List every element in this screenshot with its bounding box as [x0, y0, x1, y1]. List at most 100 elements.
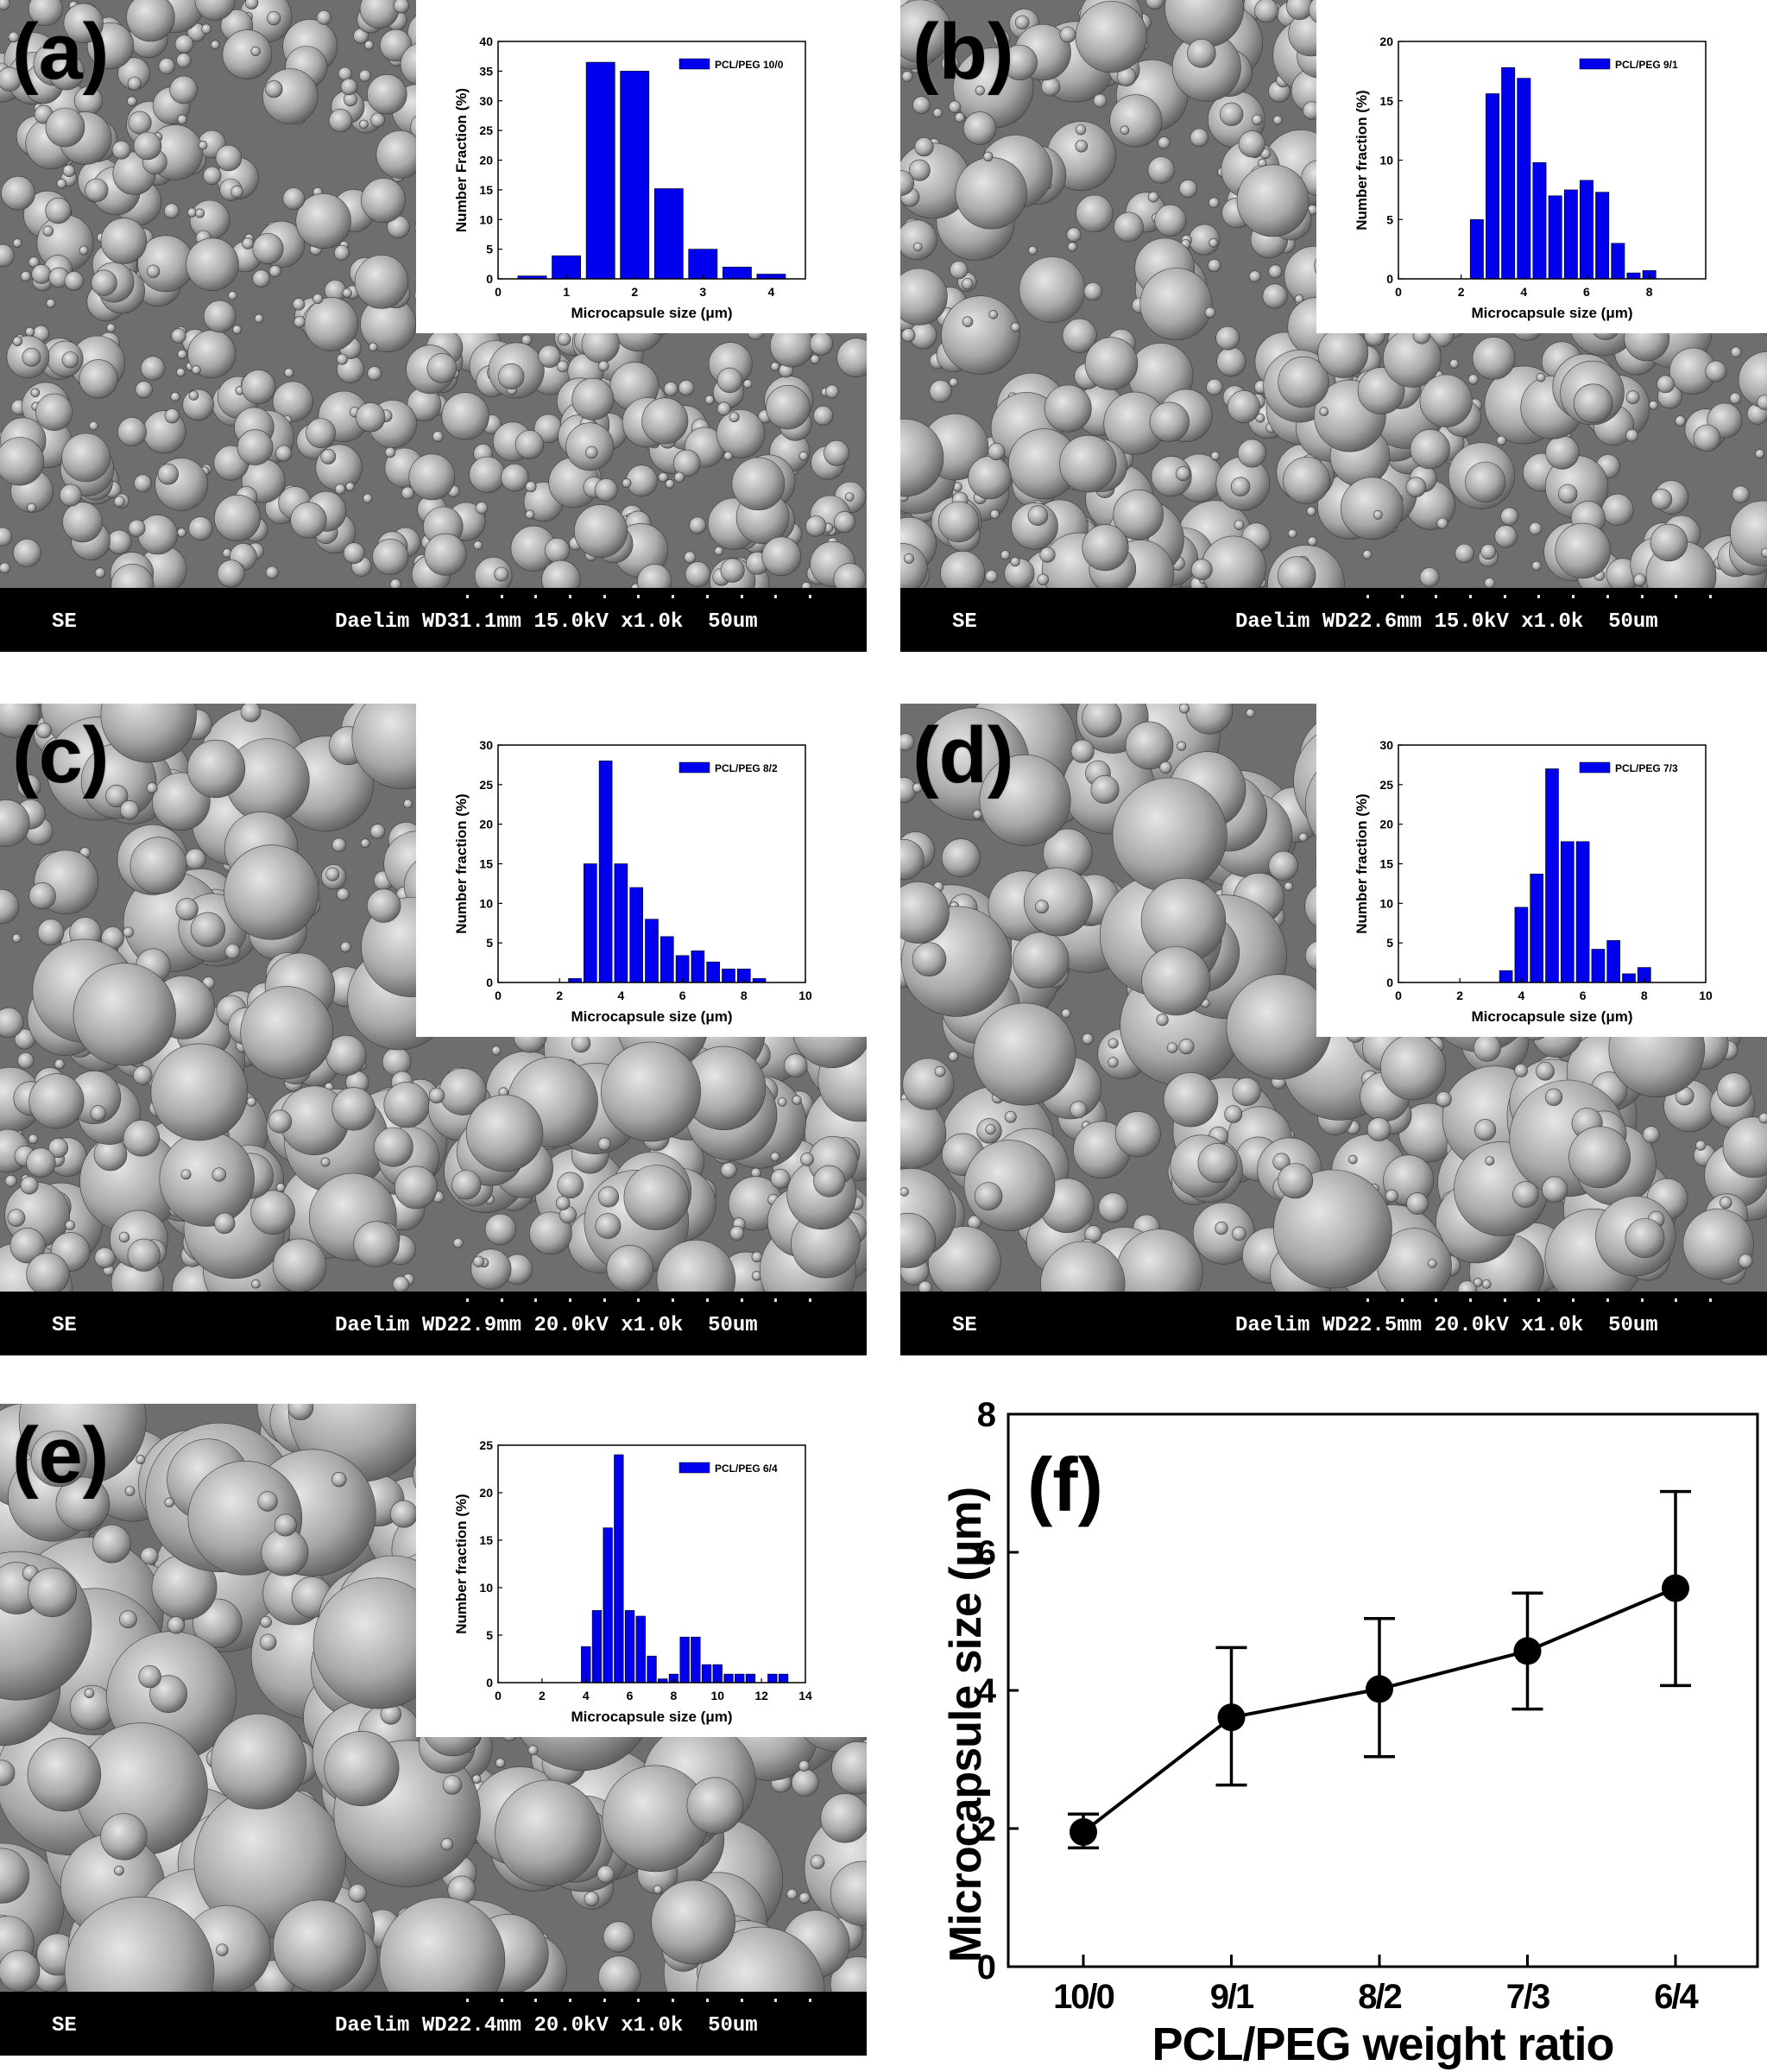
microcapsule-particle — [56, 178, 67, 189]
microcapsule-particle — [689, 516, 707, 534]
microcapsule-particle — [491, 1045, 502, 1056]
microcapsule-particle — [1224, 1105, 1243, 1123]
microcapsule-particle — [0, 1949, 41, 1992]
microcapsule-particle — [723, 451, 733, 461]
microcapsule-particle — [932, 108, 943, 118]
microcapsule-particle — [1147, 156, 1175, 184]
microcapsule-particle — [686, 1777, 744, 1835]
microcapsule-particle — [12, 238, 22, 248]
microcapsule-particle — [1650, 523, 1688, 562]
scale-tick — [1366, 1298, 1369, 1302]
microcapsule-particle — [902, 1058, 955, 1110]
detector-label: SE — [52, 1314, 77, 1337]
microcapsule-particle — [1059, 26, 1076, 43]
microcapsule-particle — [1283, 457, 1330, 504]
microcapsule-particle — [973, 1002, 1076, 1106]
microcapsule-particle — [107, 529, 132, 554]
histogram-bar — [1532, 162, 1547, 280]
scale-tick — [569, 1298, 572, 1302]
scale-bar — [466, 1999, 811, 2004]
microcapsule-particle — [770, 1152, 780, 1162]
legend-label: PCL/PEG 6/4 — [715, 1462, 778, 1475]
microcapsule-particle — [1573, 383, 1613, 423]
microcapsule-particle — [1061, 1008, 1071, 1019]
histogram-bar — [581, 1646, 591, 1684]
x-axis-label: PCL/PEG weight ratio — [1152, 2018, 1613, 2070]
scale-tick — [1708, 595, 1712, 598]
microcapsule-particle — [798, 1892, 811, 1905]
microcapsule-particle — [42, 225, 54, 237]
x-tick-label: 7/3 — [1506, 1978, 1549, 2016]
microcapsule-particle — [1406, 1192, 1429, 1215]
microcapsule-particle — [111, 140, 131, 160]
microcapsule-particle — [484, 1213, 517, 1246]
scale-tick — [1469, 1298, 1473, 1302]
microcapsule-particle — [962, 111, 997, 145]
microcapsule-particle — [928, 1226, 1001, 1292]
microcapsule-particle — [900, 881, 950, 944]
microcapsule-particle — [1208, 197, 1220, 209]
microcapsule-particle — [1278, 556, 1316, 588]
microcapsule-particle — [988, 309, 998, 319]
microcapsule-particle — [27, 502, 37, 513]
scale-tick — [1675, 595, 1678, 598]
microcapsule-particle — [1093, 93, 1108, 108]
histogram-bar — [1530, 874, 1543, 983]
microcapsule-particle — [320, 1157, 331, 1167]
microcapsule-particle — [720, 558, 745, 583]
microcapsule-particle — [1410, 429, 1450, 470]
histogram-bar — [1591, 949, 1606, 983]
microcapsule-particle — [1010, 322, 1020, 332]
microcapsule-particle — [1158, 136, 1171, 149]
microcapsule-particle — [214, 494, 262, 541]
microcapsule-particle — [525, 481, 537, 493]
microcapsule-particle — [1254, 0, 1279, 23]
microcapsule-particle — [1473, 1278, 1483, 1287]
y-tick-label: 15 — [1379, 857, 1393, 871]
microcapsule-particle — [13, 539, 41, 567]
microcapsule-particle — [18, 756, 28, 767]
legend-label: PCL/PEG 9/1 — [1615, 59, 1678, 71]
x-tick-label: 8 — [1641, 989, 1648, 1002]
microcapsule-particle — [716, 367, 743, 394]
microcapsule-particle — [320, 449, 337, 464]
microcapsule-particle — [1480, 544, 1497, 560]
microcapsule-particle — [245, 0, 259, 9]
microcapsule-particle — [1758, 1112, 1767, 1124]
histogram-bar — [614, 863, 628, 983]
microcapsule-particle — [1066, 227, 1082, 243]
microcapsule-particle — [353, 1221, 400, 1267]
microcapsule-particle — [1028, 245, 1038, 256]
microcapsule-particle — [1204, 306, 1216, 319]
microcapsule-particle — [1178, 1039, 1195, 1055]
microcapsule-particle — [1219, 102, 1244, 127]
microcapsule-particle — [79, 245, 89, 256]
microcapsule-particle — [186, 237, 239, 291]
scale-tick — [1503, 595, 1506, 598]
microcapsule-particle — [1163, 1072, 1219, 1128]
microcapsule-particle — [135, 381, 153, 399]
scale-tick — [774, 1999, 778, 2002]
microcapsule-particle — [1484, 578, 1495, 588]
scale-tick — [672, 1298, 675, 1302]
microcapsule-particle — [598, 360, 609, 371]
microcapsule-particle — [123, 926, 134, 938]
microcapsule-particle — [1319, 407, 1329, 417]
microcapsule-particle — [544, 537, 571, 564]
microcapsule-particle — [557, 1172, 584, 1199]
microcapsule-particle — [830, 1860, 867, 1926]
microcapsule-particle — [342, 287, 352, 298]
microcapsule-particle — [800, 1153, 814, 1166]
x-tick-label: 8 — [1646, 285, 1653, 299]
x-tick-label: 8 — [671, 1689, 678, 1702]
microcapsule-particle — [1070, 1101, 1088, 1119]
microcapsule-particle — [1531, 560, 1542, 572]
microcapsule-particle — [27, 1567, 78, 1617]
microcapsule-particle — [265, 565, 279, 579]
x-tick-label: 3 — [699, 285, 706, 299]
x-axis-label: Microcapsule size (μm) — [571, 1008, 732, 1025]
microcapsule-particle — [641, 397, 689, 445]
histogram-bar — [635, 1615, 646, 1684]
microcapsule-particle — [824, 384, 839, 399]
microcapsule-particle — [62, 502, 104, 543]
